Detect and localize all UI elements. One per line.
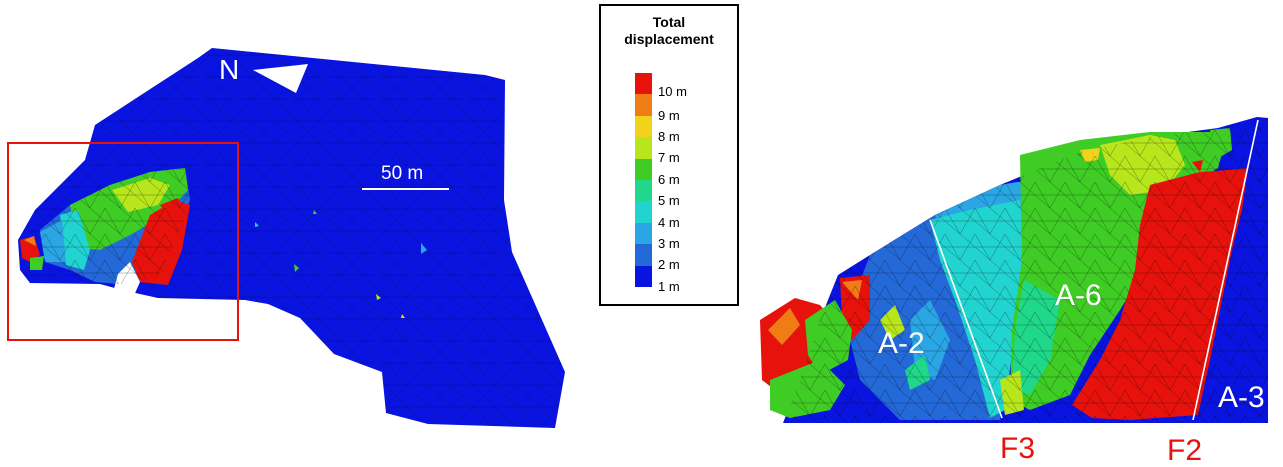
legend-title: Total displacement bbox=[601, 14, 737, 48]
legend-label-7m: 7 m bbox=[658, 150, 680, 165]
legend-swatch-10m bbox=[635, 73, 652, 95]
legend-swatch-3m bbox=[635, 222, 652, 245]
legend-title-line1: Total bbox=[652, 14, 686, 30]
fault-label-f2: F2 bbox=[1167, 434, 1202, 467]
legend-swatch-5m bbox=[635, 179, 652, 202]
failure-zone-overview bbox=[20, 168, 190, 300]
north-label: N bbox=[219, 54, 239, 85]
legend-label-10m: 10 m bbox=[658, 84, 687, 99]
scale-bar-label: 50 m bbox=[381, 163, 423, 184]
legend-swatch-9m bbox=[635, 94, 652, 116]
fault-label-f3: F3 bbox=[1000, 432, 1035, 465]
legend-swatch-4m bbox=[635, 201, 652, 223]
north-arrow-icon bbox=[253, 64, 308, 93]
legend-label-3m: 3 m bbox=[658, 236, 680, 251]
legend-label-4m: 4 m bbox=[658, 215, 680, 230]
legend-swatch-8m bbox=[635, 115, 652, 138]
legend-swatch-2m bbox=[635, 244, 652, 266]
left-model-panel: N 50 m bbox=[7, 48, 565, 428]
legend-label-6m: 6 m bbox=[658, 172, 680, 187]
legend-swatch-1m bbox=[635, 265, 652, 287]
zoom-region-box bbox=[7, 142, 239, 341]
fault-line-f2 bbox=[1192, 119, 1259, 421]
legend-label-8m: 8 m bbox=[658, 129, 680, 144]
legend-swatch-6m bbox=[635, 158, 652, 180]
fault-line-f3 bbox=[929, 219, 1003, 419]
zone-label-a6: A-6 bbox=[1055, 279, 1102, 312]
legend-title-line2: displacement bbox=[624, 31, 714, 47]
zone-label-a3: A-3 bbox=[1218, 381, 1265, 414]
right-detail-panel: A-2 A-6 A-3 F3 F2 bbox=[760, 117, 1268, 467]
legend-label-9m: 9 m bbox=[658, 108, 680, 123]
zone-label-a2: A-2 bbox=[878, 327, 925, 360]
legend-swatch-7m bbox=[635, 137, 652, 159]
legend-color-bar bbox=[635, 73, 652, 287]
legend-label-2m: 2 m bbox=[658, 257, 680, 272]
legend-label-1m: 1 m bbox=[658, 279, 680, 294]
displacement-legend: Total displacement 10 m 9 m 8 m 7 m 6 m … bbox=[599, 4, 739, 306]
legend-label-5m: 5 m bbox=[658, 193, 680, 208]
